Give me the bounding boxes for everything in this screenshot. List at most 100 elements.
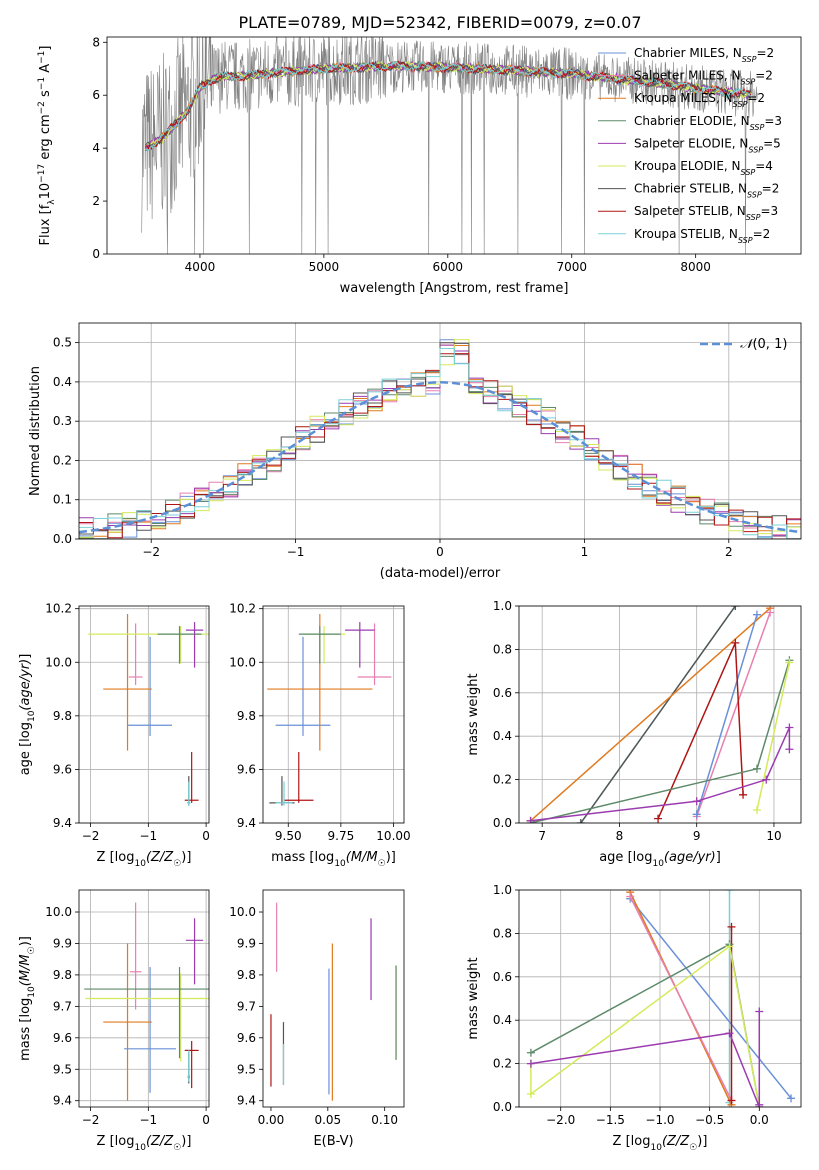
weight-marker [752,764,761,773]
label-part: ☉ [173,859,181,869]
y-tick-label: 0.4 [493,729,512,743]
x-tick-label: 8 [616,829,624,843]
y-tick-label: 0.8 [493,926,512,940]
histogram-kroupa-stelib [79,348,801,539]
y-tick-label: 0.5 [53,336,72,350]
plot-area-weight-vs-age [526,606,794,823]
label-part: 10 [134,1143,146,1153]
y-tick-label: 10.2 [229,602,256,616]
label-part: 10 [650,1143,662,1153]
weight-marker [725,890,734,894]
y-tick-label: 0.0 [493,816,512,830]
weight-marker [692,810,701,819]
axes-mass-vs-EBV: 0.00 0.05 0.10 9.4 9.5 9.6 9.7 9.8 9.9 10.0 E(B-V) [229,889,405,1149]
weight-line-salpeter-miles [695,612,771,817]
weight-marker [762,775,771,784]
y-tick-label: 0.2 [53,453,72,467]
y-tick-label: 10.2 [45,602,72,616]
weight-marker [725,1029,734,1038]
label-part: ] [18,654,33,659]
x-tick-label: 8000 [680,260,711,274]
x-tick-label: −1 [287,545,305,559]
y-tick-label: 9.5 [237,1062,256,1076]
y-tick-label: 9.8 [53,709,72,723]
axes-frame [78,322,802,540]
label-part: =2 [747,91,765,105]
label-part: age [log [18,722,33,775]
weight-marker [727,922,736,931]
weight-line-chabrier-miles [629,898,792,1099]
y-tick-label: 10.0 [45,905,72,919]
weight-marker [526,1059,535,1068]
label-part: Flux [f [38,204,53,245]
y-tick-label: 9.6 [237,1031,256,1045]
residuals-ylabel: Normed distribution [28,366,43,496]
axes-mass-vs-Z: −2 −1 09.49.59.69.79.89.910.0Z [log10(Z/Z☉… [18,889,210,1153]
label-part: (Z/Z [662,1134,690,1149]
weight-line-salpeter-elodie [530,727,791,822]
y-tick-label: 9.6 [237,762,256,776]
label-part: Salpeter MILES, N [634,69,741,83]
x-tick-label: −1.5 [596,1113,625,1127]
mass-vs-Z-ylabel: mass [log10(M/M☉)] [18,936,37,1061]
label-part: −1 [37,77,47,90]
weight-line-chabrier-stelib [580,606,736,823]
label-part: SSP [738,235,753,244]
label-part: Chabrier MILES, N [634,46,742,60]
y-tick-label: 9.6 [53,762,72,776]
legend-label: Chabrier STELIB, NSSP=2 [634,182,779,200]
label-part: SSP [747,190,762,199]
weight-marker [526,1089,535,1098]
weight-marker [692,797,701,806]
label-part: Kroupa ELODIE, N [634,159,741,173]
label-part: age [log [599,850,652,865]
y-tick-label: 9.7 [237,999,256,1013]
label-part: 10 [652,859,664,869]
label-part: SSP [742,55,757,64]
mass-vs-EBV-xlabel: E(B-V) [313,1134,353,1149]
label-part: −2 [37,101,47,114]
residuals-xlabel: (data-model)/error [380,566,501,581]
model-spectrum-salpeter-stelib [144,60,752,151]
y-tick-label: 0 [92,247,100,261]
y-tick-label: 8 [92,35,100,49]
y-tick-label: 10.0 [229,655,256,669]
y-tick-label: 0.3 [53,414,72,428]
label-part: ☉ [689,1143,697,1153]
y-tick-label: 9.9 [53,936,72,950]
weight-line-kroupa-miles [530,607,771,822]
weight-marker [752,805,761,814]
y-tick-label: 9.4 [53,1094,72,1108]
x-tick-label: 7000 [556,260,587,274]
x-tick-label: 2 [725,545,733,559]
y-tick-label: 4 [92,141,100,155]
legend-label: Salpeter STELIB, NSSP=3 [634,204,778,222]
label-part: ] [38,46,53,51]
y-tick-label: 0.4 [53,375,72,389]
model-spectrum-chabrier-stelib [145,60,752,148]
label-part: )] [18,936,33,946]
label-part: ☉ [27,946,37,954]
label-part: Normed distribution [28,366,43,496]
y-tick-label: 10.0 [229,905,256,919]
figure-title: PLATE=0789, MJD=52342, FIBERID=0079, z=0… [238,13,641,32]
y-tick-label: 9.4 [237,816,256,830]
label-part: (M/M [18,954,33,986]
weight-marker [785,723,794,732]
legend-label: Salpeter ELODIE, NSSP=5 [634,136,781,154]
x-tick-label: 0 [202,1113,210,1127]
y-tick-label: 0.6 [493,970,512,984]
x-tick-label: −2 [82,1113,100,1127]
y-tick-label: 1.0 [493,599,512,613]
label-part: ] [716,850,721,865]
y-tick-label: 9.6 [53,1031,72,1045]
y-tick-label: 9.7 [53,999,72,1013]
plot-area-residuals [79,339,801,539]
label-part: SSP [750,122,765,131]
label-part: mass weight [466,957,481,1039]
x-tick-label: 0 [436,545,444,559]
label-part: ☉ [173,1143,181,1153]
y-tick-label: 10.0 [45,655,72,669]
age-vs-Z-ylabel: age [log10(age/yr)] [18,654,37,776]
